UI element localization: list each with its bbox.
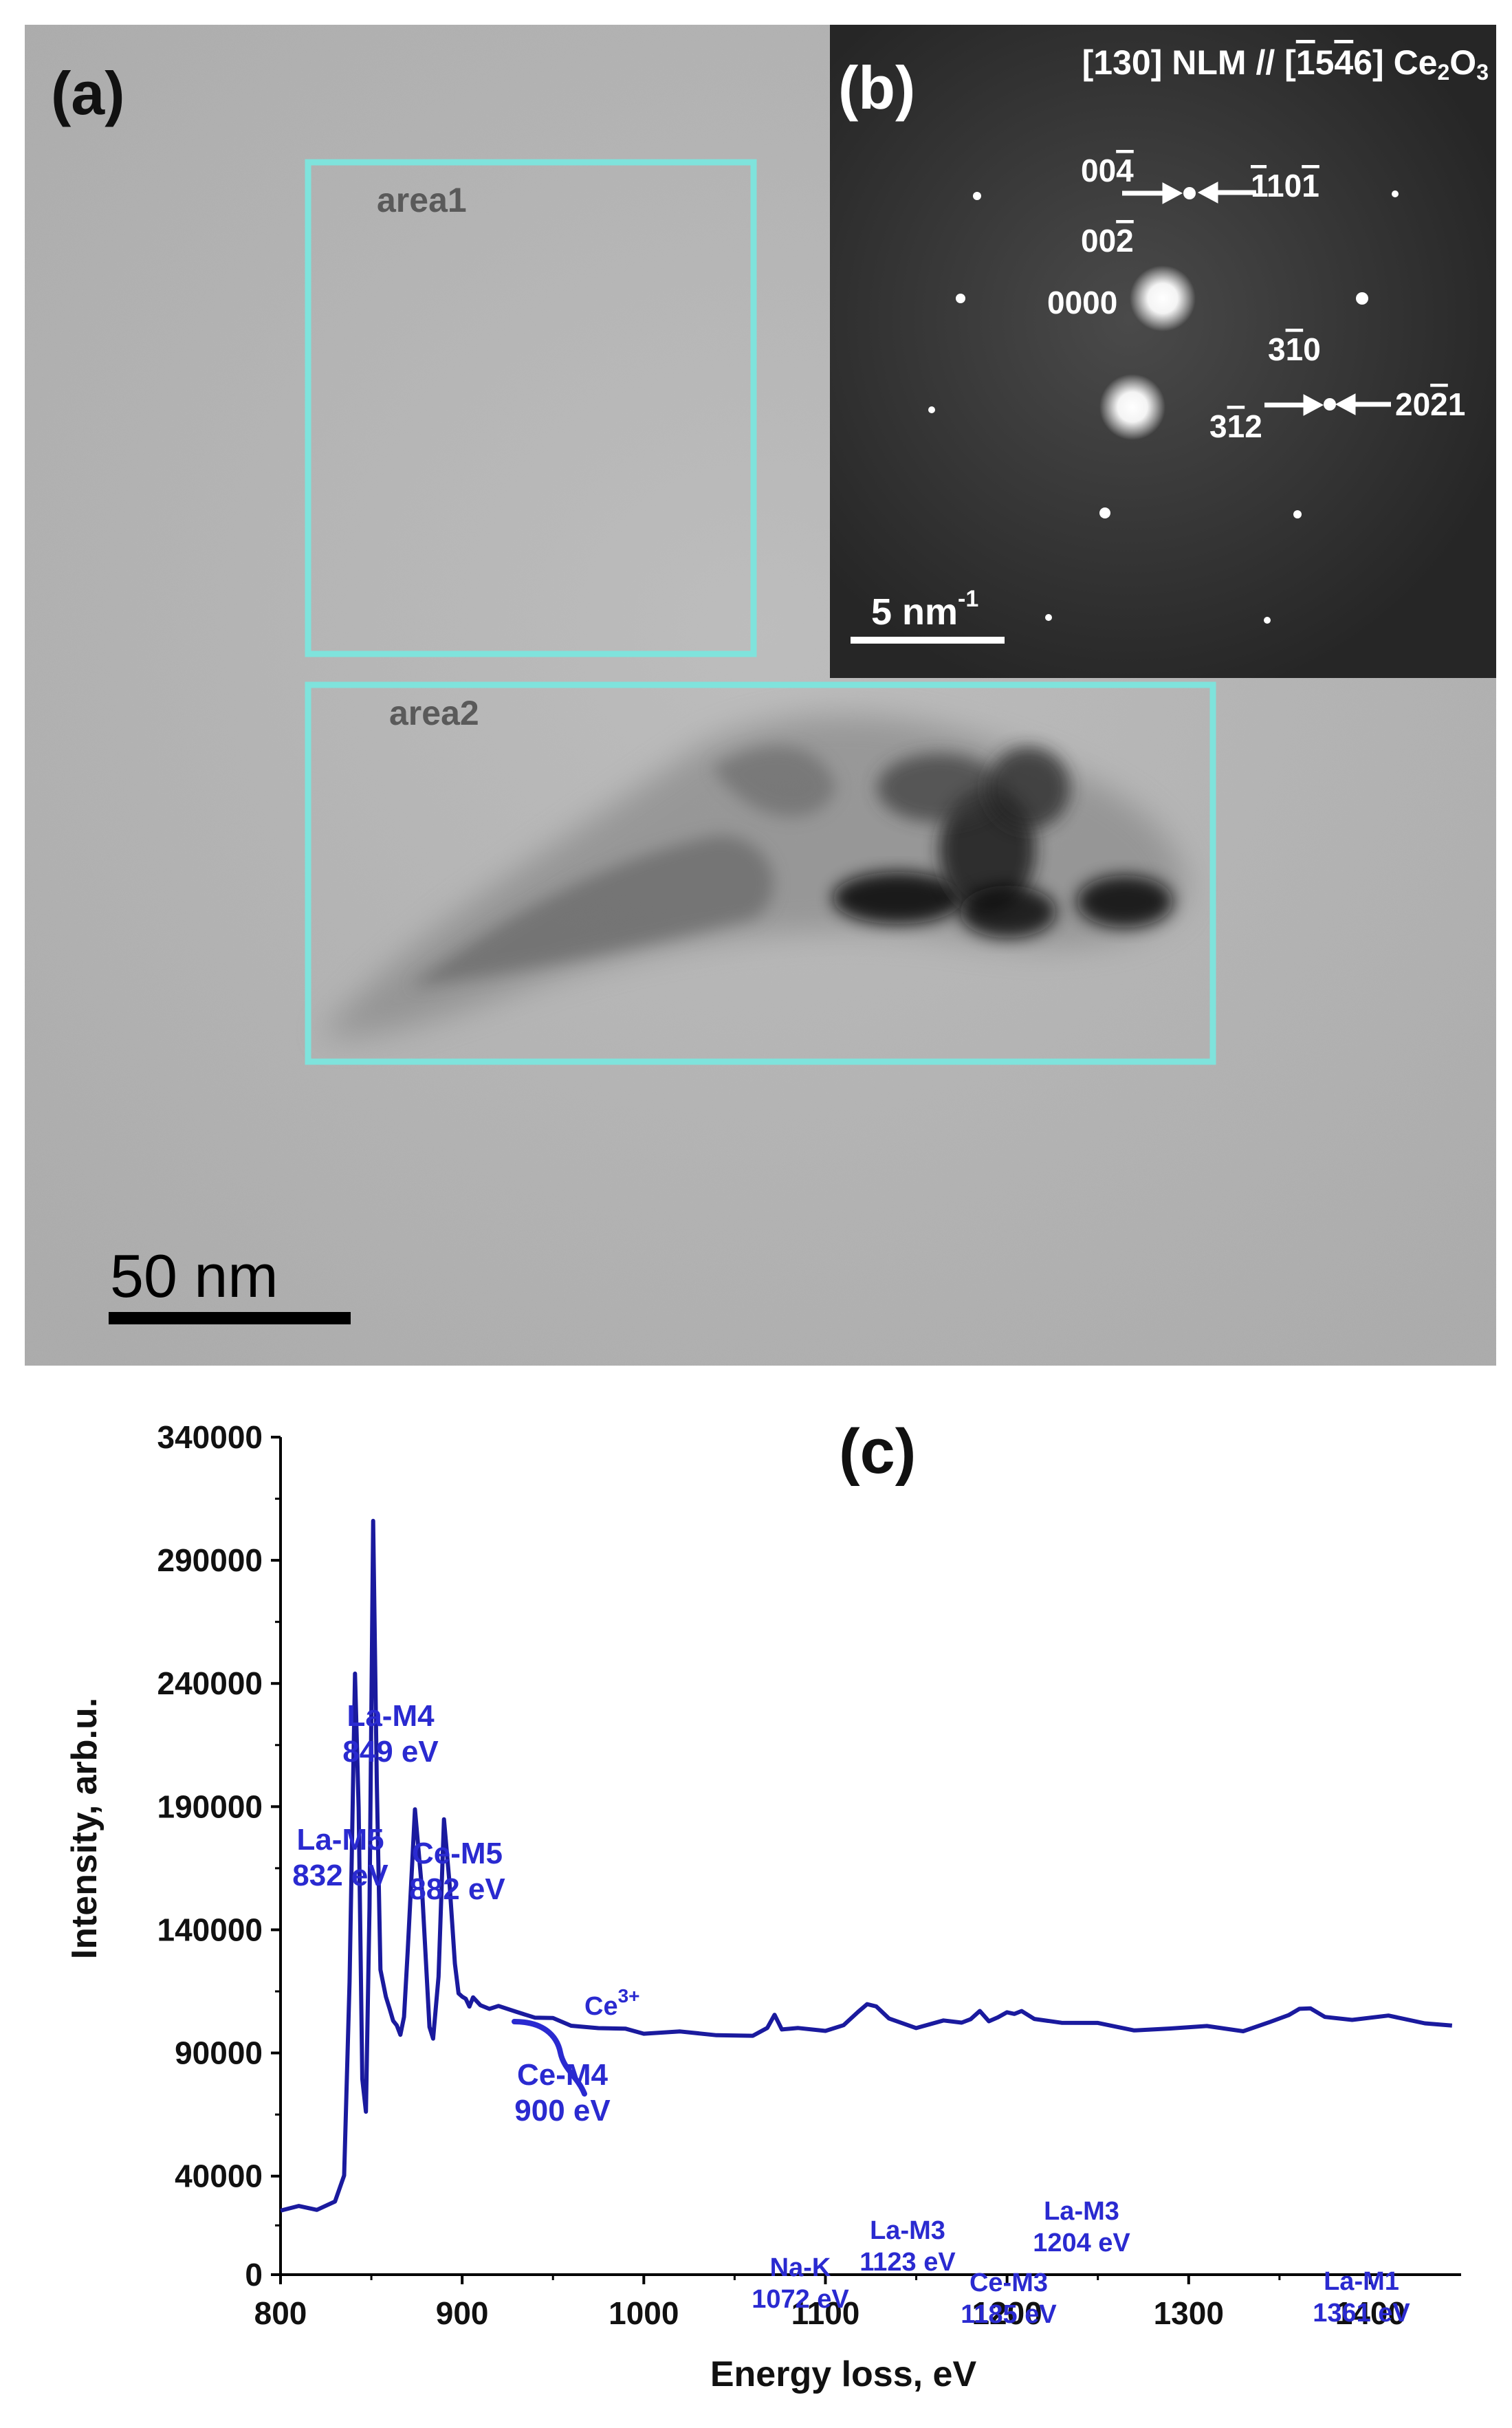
reflection-label-1101: 1101 (1251, 168, 1319, 204)
peak-annotation: 849 eV (342, 1735, 439, 1769)
peak-annotation: 1123 eV (859, 2248, 956, 2277)
peak-annotation: La-M4 (347, 1699, 435, 1733)
peak-annotation: 1204 eV (1033, 2229, 1130, 2257)
peak-annotation: 832 eV (292, 1859, 388, 1892)
x-tick-label: 900 (436, 2295, 489, 2331)
x-tick-label: 1100 (791, 2295, 860, 2331)
peak-annotation: 1361 eV (1313, 2299, 1410, 2328)
area1-label: area1 (377, 181, 467, 219)
area2-box (305, 681, 1216, 1065)
area2-label: area2 (389, 694, 479, 732)
y-tick-label: 40000 (175, 2158, 263, 2194)
spot-arrows (1122, 182, 1391, 416)
area1-box (305, 159, 757, 657)
eels-spectrum-chart: 800 900 1000 1100 1200 1300 1400 0 40000 90000 140… (65, 1417, 1461, 2394)
peak-annotation: La-M3 (1044, 2197, 1119, 2226)
peak-annotation: 1072 eV (752, 2285, 849, 2314)
reflection-label-004: 004 (1081, 153, 1134, 188)
peak-annotation: 1185 eV (961, 2300, 1057, 2329)
x-tick-label: 1000 (609, 2295, 679, 2331)
reflection-label-2021: 2021 (1395, 386, 1465, 422)
x-tick-label: 1300 (1154, 2295, 1224, 2331)
y-tick-label: 140000 (157, 1912, 263, 1947)
ce3plus-bracket (512, 2019, 587, 2097)
annotation-ce3plus: Ce3+ (584, 1985, 640, 2021)
peak-annotation: La-M1 (1324, 2267, 1399, 2296)
peak-annotation: 882 eV (409, 1872, 505, 1906)
reflection-label-312: 312 (1209, 408, 1262, 444)
peak-annotation: La-M5 (296, 1823, 384, 1857)
diffraction-spots (928, 187, 1399, 624)
reflection-label-310: 310 (1268, 331, 1321, 367)
reflection-label-002: 002 (1081, 223, 1134, 259)
x-tick-label: 800 (254, 2295, 307, 2331)
x-tick-label: 1400 (1335, 2295, 1405, 2331)
scale-bar-label: 50 nm (110, 1242, 278, 1310)
reflection-label-0000: 0000 (1047, 285, 1117, 320)
transmitted-spot (1099, 374, 1165, 440)
central-beam-spot (1130, 265, 1196, 331)
nanoparticle-agglomerate (320, 714, 1187, 1037)
y-tick-label: 340000 (157, 1419, 263, 1455)
peak-annotation: La-M3 (870, 2216, 945, 2245)
peak-annotation: 900 eV (514, 2094, 611, 2128)
x-tick-label: 1200 (972, 2295, 1042, 2331)
y-axis-label: Intensity, arb.u. (65, 1698, 105, 1959)
y-tick-label: 0 (245, 2257, 263, 2293)
x-axis-label: Energy loss, eV (710, 2354, 977, 2394)
scale-bar-50nm: 50 nm (109, 1242, 351, 1324)
eels-spectrum-line (280, 1518, 1453, 2213)
y-tick-label: 190000 (157, 1789, 263, 1824)
saed-scale-bar: 5 nm-1 (851, 586, 1005, 644)
peak-annotation: Ce-M5 (412, 1837, 503, 1870)
panel-c-label: (c) (839, 1417, 916, 1487)
saed-pattern: 004 1101 002 0000 310 312 2021 [130] NLM… (830, 25, 1496, 678)
saed-scale-bar-label: 5 nm (871, 591, 958, 633)
y-tick-label: 240000 (157, 1665, 263, 1701)
svg-text:5 nm-1: 5 nm-1 (871, 586, 978, 633)
eels-spectrum-panel: 800 900 1000 1100 1200 1300 1400 0 40000 90000 140… (0, 1382, 1512, 2425)
saed-pattern-panel: 004 1101 002 0000 310 312 2021 [130] NLM… (830, 25, 1496, 678)
panel-b-label: (b) (838, 54, 915, 122)
panel-a-label: (a) (51, 59, 125, 127)
y-tick-label: 90000 (175, 2035, 263, 2071)
peak-annotation: Na-K (770, 2253, 831, 2282)
peak-annotation: Ce-M3 (969, 2268, 1048, 2297)
y-tick-label: 290000 (157, 1542, 263, 1578)
saed-zone-axis-title: [130] NLM // [1546] Ce2O3 (1082, 43, 1489, 85)
